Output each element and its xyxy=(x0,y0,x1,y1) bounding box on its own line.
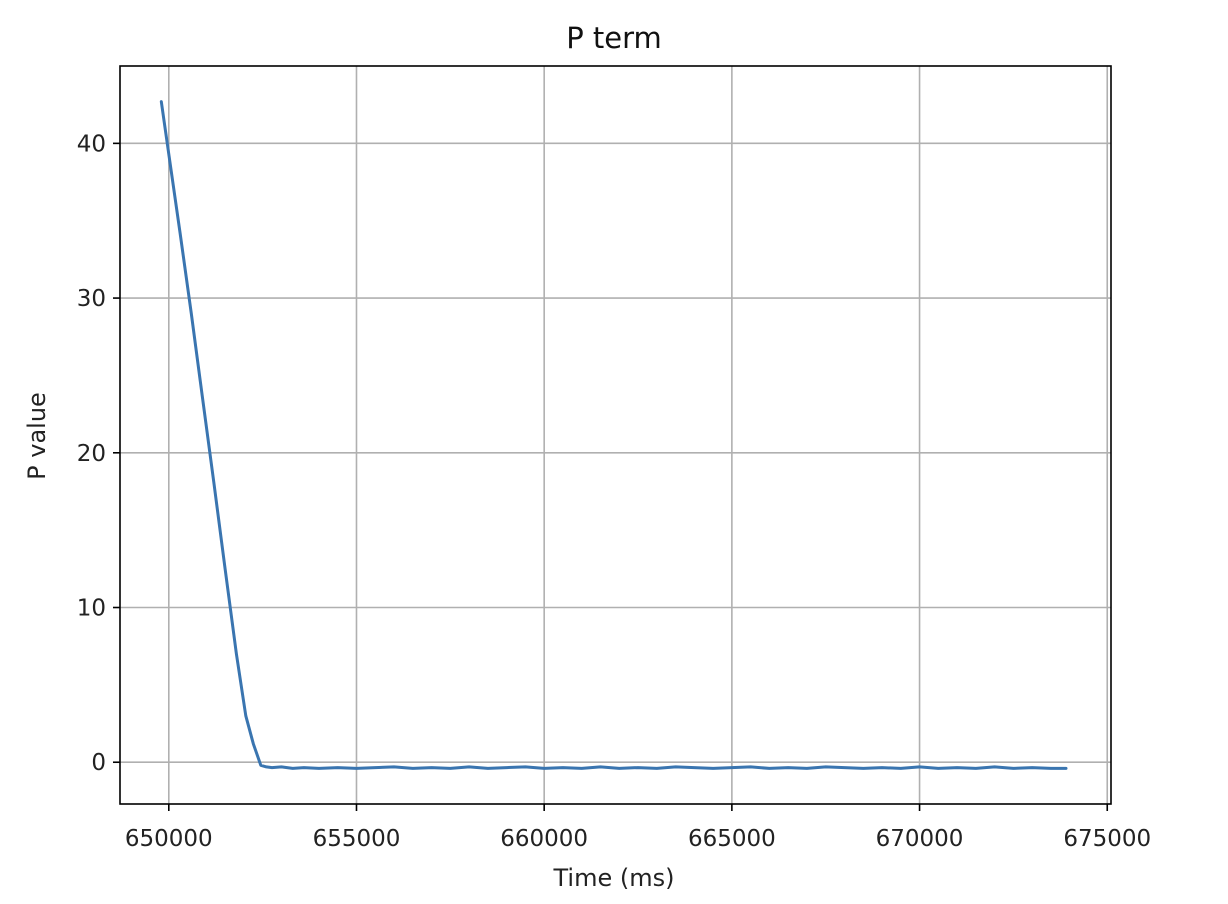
x-tick-label: 650000 xyxy=(125,826,213,852)
y-tick-label: 10 xyxy=(77,596,106,622)
y-axis: 0 10 20 30 40 xyxy=(77,131,120,776)
plot-frame xyxy=(119,65,1112,805)
x-tick-label: 665000 xyxy=(688,826,776,852)
y-tick-label: 0 xyxy=(91,750,106,776)
y-tick-label: 20 xyxy=(77,441,106,467)
x-tick-label: 675000 xyxy=(1063,826,1151,852)
x-tick-label: 670000 xyxy=(876,826,964,852)
series-layer xyxy=(159,100,1068,770)
chart-title: P term xyxy=(566,21,662,55)
series-line xyxy=(159,100,1068,770)
grid xyxy=(120,66,1111,804)
x-axis: 650000 655000 660000 665000 670000 675000 xyxy=(125,804,1151,852)
y-axis-title: P value xyxy=(23,392,51,480)
x-tick-label: 655000 xyxy=(313,826,401,852)
x-axis-title: Time (ms) xyxy=(553,864,675,892)
x-tick-label: 660000 xyxy=(500,826,588,852)
y-tick-label: 40 xyxy=(77,131,106,157)
y-tick-label: 30 xyxy=(77,286,106,312)
